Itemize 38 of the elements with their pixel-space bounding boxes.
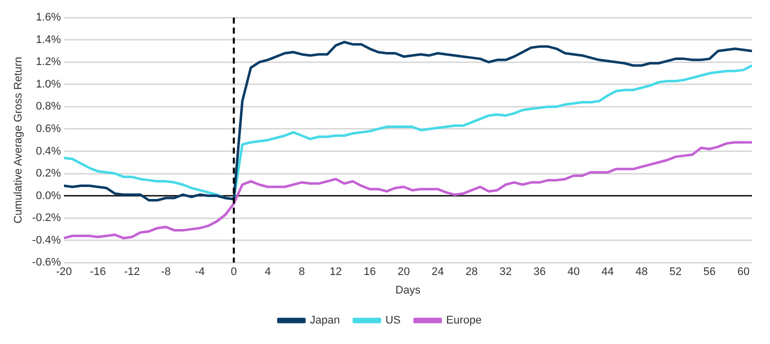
y-tick-label: -0.6% (32, 256, 62, 269)
y-tick-label: 0.6% (36, 122, 62, 135)
y-tick-label: 0.2% (36, 168, 62, 180)
x-tick-label: 40 (567, 266, 580, 278)
y-axis-title: Cumulative Average Gross Return (12, 56, 25, 224)
x-tick-label: 60 (737, 266, 750, 278)
x-tick-label: 4 (264, 266, 271, 278)
legend-label: US (385, 314, 401, 327)
x-tick-label: 44 (601, 266, 614, 278)
x-tick-label: 28 (466, 266, 478, 278)
x-tick-label: 12 (330, 266, 342, 278)
legend-label: Japan (310, 314, 340, 327)
x-axis-title: Days (395, 284, 421, 296)
x-tick-label: 52 (669, 266, 682, 278)
x-tick-label: -20 (56, 266, 72, 278)
x-tick-label: 36 (534, 266, 546, 278)
x-tick-label: -4 (194, 266, 205, 278)
y-tick-label: 0.4% (36, 145, 62, 158)
y-tick-label: 1.0% (36, 78, 62, 90)
x-tick-label: 8 (298, 266, 305, 278)
y-tick-label: -0.4% (32, 234, 62, 246)
y-tick-label: 1.4% (36, 34, 62, 46)
y-tick-label: 1.6% (36, 12, 62, 24)
y-tick-label: 0.8% (36, 100, 62, 113)
x-tick-label: 32 (500, 266, 512, 278)
legend-label: Europe (446, 314, 482, 327)
x-tick-label: 56 (703, 266, 716, 278)
y-tick-label: 0.0% (36, 190, 62, 202)
x-tick-label: -8 (160, 266, 171, 278)
x-tick-label: 16 (364, 266, 376, 278)
x-tick-label: 20 (398, 266, 410, 278)
y-tick-label: -0.2% (32, 212, 62, 224)
y-tick-label: 1.2% (36, 56, 62, 68)
x-tick-label: -12 (124, 266, 140, 278)
x-tick-label: 48 (635, 266, 648, 278)
x-tick-label: 0 (230, 266, 237, 278)
x-tick-label: -16 (90, 266, 106, 278)
x-tick-label: 24 (432, 266, 444, 278)
